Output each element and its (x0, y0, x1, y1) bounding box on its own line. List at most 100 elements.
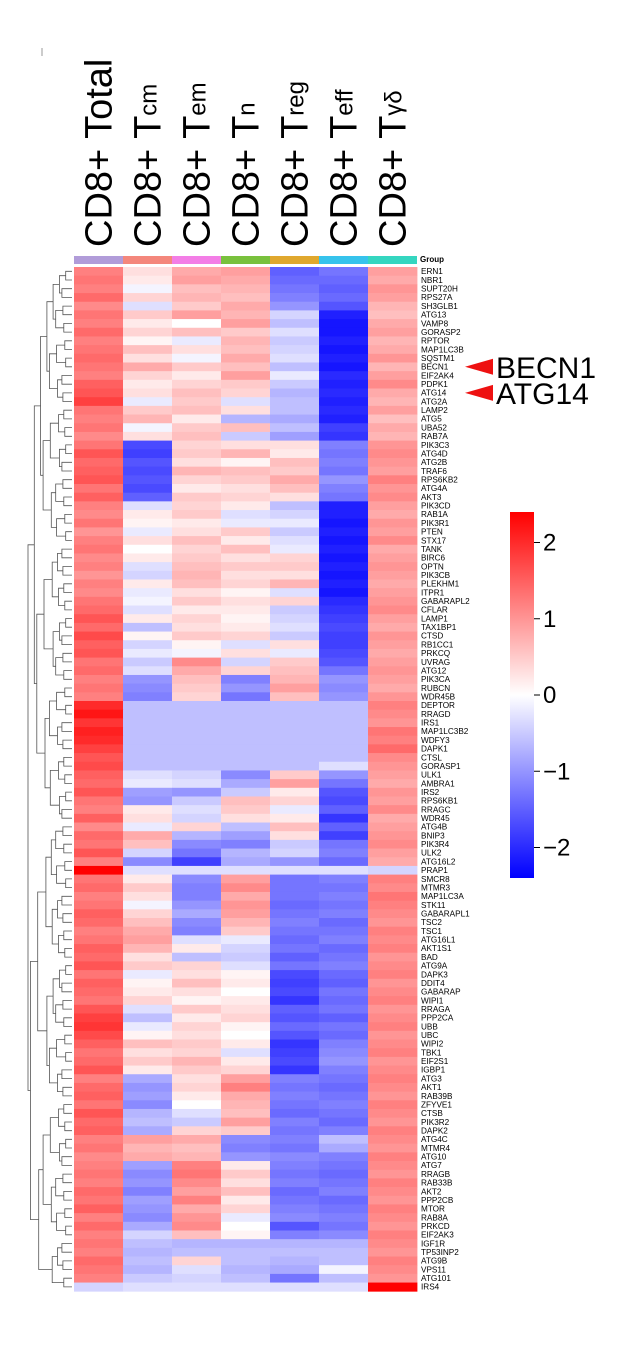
row-label: UVRAG (421, 658, 450, 667)
heatmap-cell (270, 449, 320, 459)
heatmap-cell (74, 935, 124, 945)
heatmap-cell (319, 926, 369, 936)
heatmap-cell (123, 848, 173, 858)
heatmap-cell (74, 1013, 124, 1023)
heatmap-cell (123, 605, 173, 615)
dendrogram-branch (63, 1104, 72, 1114)
heatmap-cell (368, 1074, 418, 1084)
heatmap-cell (368, 1178, 418, 1188)
heatmap-cell (270, 605, 320, 615)
heatmap-cell (270, 1273, 320, 1283)
group-color-swatch (319, 256, 368, 264)
dendrogram-branch (63, 1017, 72, 1027)
heatmap-cell (270, 588, 320, 598)
heatmap-cell (270, 1239, 320, 1249)
dendrogram-branch (55, 1178, 64, 1197)
dendrogram-branch (64, 861, 72, 871)
heatmap-cell (123, 805, 173, 815)
row-dendrogram (27, 270, 72, 1288)
row-label: WDFY3 (421, 736, 450, 745)
heatmap-cell (123, 293, 173, 303)
heatmap-cell (172, 319, 222, 329)
heatmap-cell (123, 553, 173, 563)
heatmap-cell (123, 362, 173, 372)
row-label: BAD (421, 953, 438, 962)
heatmap-cell (221, 796, 271, 806)
dendrogram-branch (46, 995, 54, 1066)
heatmap-cell (74, 900, 124, 910)
dendrogram-branch (58, 414, 65, 433)
heatmap-cell (74, 1108, 124, 1119)
heatmap-cell (172, 926, 222, 936)
row-label: NBR1 (421, 276, 443, 285)
dendrogram-branch (62, 1260, 72, 1270)
heatmap-cell (123, 588, 173, 598)
heatmap-cell (221, 327, 271, 337)
heatmap-cell (74, 405, 124, 415)
dendrogram-branch (59, 275, 66, 294)
heatmap-cell (270, 674, 320, 685)
heatmap-cell (319, 388, 369, 398)
heatmap-cell (368, 336, 418, 346)
heatmap-cell (123, 1239, 173, 1249)
row-label: PTEN (421, 528, 443, 537)
dendrogram-branch (52, 978, 60, 1014)
heatmap-cell (368, 1048, 418, 1058)
heatmap-cell (123, 466, 173, 476)
heatmap-cell (123, 1161, 173, 1171)
heatmap-cell (172, 1004, 222, 1014)
heatmap-cell (270, 284, 320, 294)
dendrogram-branch (64, 687, 72, 698)
heatmap-cell (74, 1230, 124, 1240)
heatmap-cell (172, 267, 222, 277)
heatmap-cell (74, 987, 124, 997)
heatmap-cell (221, 1108, 271, 1119)
heatmap-cell (123, 1169, 173, 1179)
heatmap-cell (172, 310, 222, 320)
row-label: PRKCD (421, 1222, 450, 1231)
heatmap-cell (172, 1048, 222, 1058)
row-label: ATG4A (421, 484, 448, 493)
heatmap-cell (74, 466, 124, 476)
heatmap-cell (221, 1213, 271, 1223)
heatmap-cell (221, 683, 271, 693)
dendrogram-branch (61, 1156, 72, 1166)
heatmap-cell (270, 874, 320, 884)
heatmap-cell (123, 1273, 173, 1283)
heatmap-cell (172, 622, 222, 632)
heatmap-cell (319, 1117, 369, 1127)
heatmap-cell (270, 388, 320, 398)
heatmap-cell (172, 961, 222, 971)
heatmap-cell (172, 301, 222, 311)
heatmap-cell (172, 353, 222, 363)
heatmap-cell (368, 293, 418, 303)
heatmap-cell (74, 926, 124, 936)
colorbar-tick-label: 2 (543, 530, 556, 557)
heatmap-cell (172, 787, 222, 797)
dendrogram-branch (57, 1073, 63, 1092)
dendrogram-branch (64, 1034, 72, 1045)
row-label: LAMP2 (421, 406, 448, 415)
heatmap-cell (270, 839, 320, 849)
heatmap-cell (368, 431, 418, 441)
heatmap-cell (74, 813, 124, 823)
heatmap-cell (172, 1126, 222, 1136)
heatmap-cell (319, 666, 369, 676)
row-label: AKT2 (421, 1187, 442, 1196)
heatmap-cell (368, 822, 418, 832)
heatmap-cell (74, 918, 124, 928)
heatmap-cell (270, 301, 320, 311)
heatmap-cell (319, 1082, 369, 1092)
heatmap-cell (270, 770, 320, 780)
row-label: PIK3CD (421, 502, 451, 511)
heatmap-cell (172, 1074, 222, 1084)
heatmap-cell (74, 648, 124, 658)
heatmap-cell (123, 1030, 173, 1040)
heatmap-cell (221, 692, 271, 702)
heatmap-cell (123, 865, 173, 875)
heatmap-cell (221, 952, 271, 962)
row-label: AKT1S1 (421, 944, 452, 953)
heatmap-cell (74, 1143, 124, 1153)
heatmap-cell (74, 562, 124, 572)
